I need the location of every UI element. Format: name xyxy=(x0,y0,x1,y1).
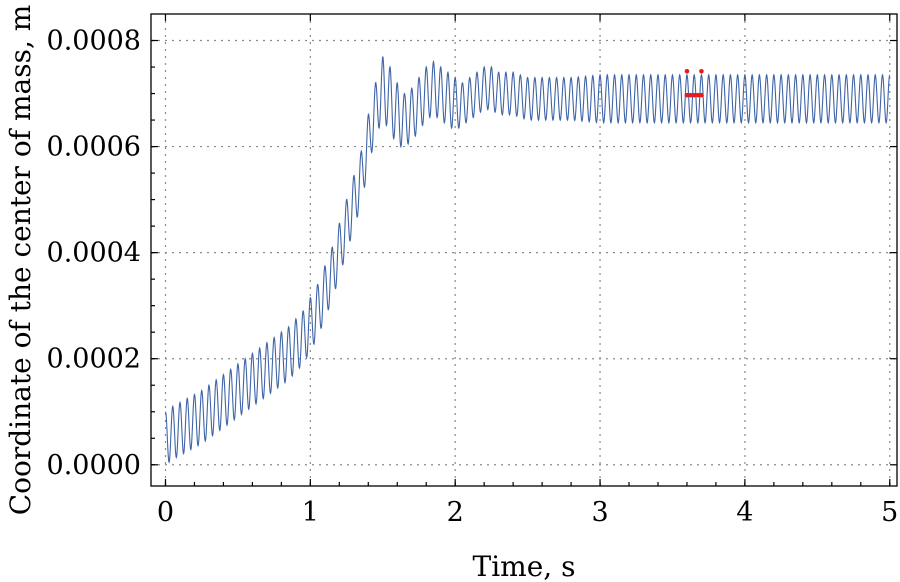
y-tick-label: 0.0006 xyxy=(47,132,141,163)
annotation-point xyxy=(699,92,704,98)
x-tick-label: 3 xyxy=(591,497,608,528)
y-tick-label: 0.0004 xyxy=(47,238,141,269)
x-tick-labels: 0 1 2 3 4 5 xyxy=(157,497,898,528)
series-layer xyxy=(164,56,891,464)
y-axis-label: Coordinate of the center of mass, m xyxy=(4,5,37,516)
annotation-point xyxy=(699,68,704,74)
annotation-point xyxy=(688,92,693,98)
x-tick-label: 1 xyxy=(302,497,319,528)
y-tick-label: 0.0002 xyxy=(47,344,141,375)
x-tick-label: 5 xyxy=(881,497,898,528)
x-tick-label: 2 xyxy=(447,497,464,528)
y-tick-label: 0.0008 xyxy=(47,26,141,57)
plot-frame xyxy=(150,13,898,487)
y-tick-label: 0.0000 xyxy=(47,450,141,481)
x-tick-label: 4 xyxy=(736,497,753,528)
gridlines xyxy=(151,14,897,486)
x-axis-label: Time, s xyxy=(473,550,576,582)
annotation-point xyxy=(684,92,690,98)
x-tick-label: 0 xyxy=(157,497,174,528)
axis-ticks xyxy=(151,14,897,486)
annotation-point xyxy=(695,92,701,98)
annotation-point xyxy=(684,68,690,74)
y-tick-labels: 0.0000 0.0002 0.0004 0.0006 0.0008 xyxy=(47,26,141,481)
annotation-point xyxy=(691,92,697,98)
annotation-markers xyxy=(684,68,704,98)
series-line xyxy=(164,56,891,464)
